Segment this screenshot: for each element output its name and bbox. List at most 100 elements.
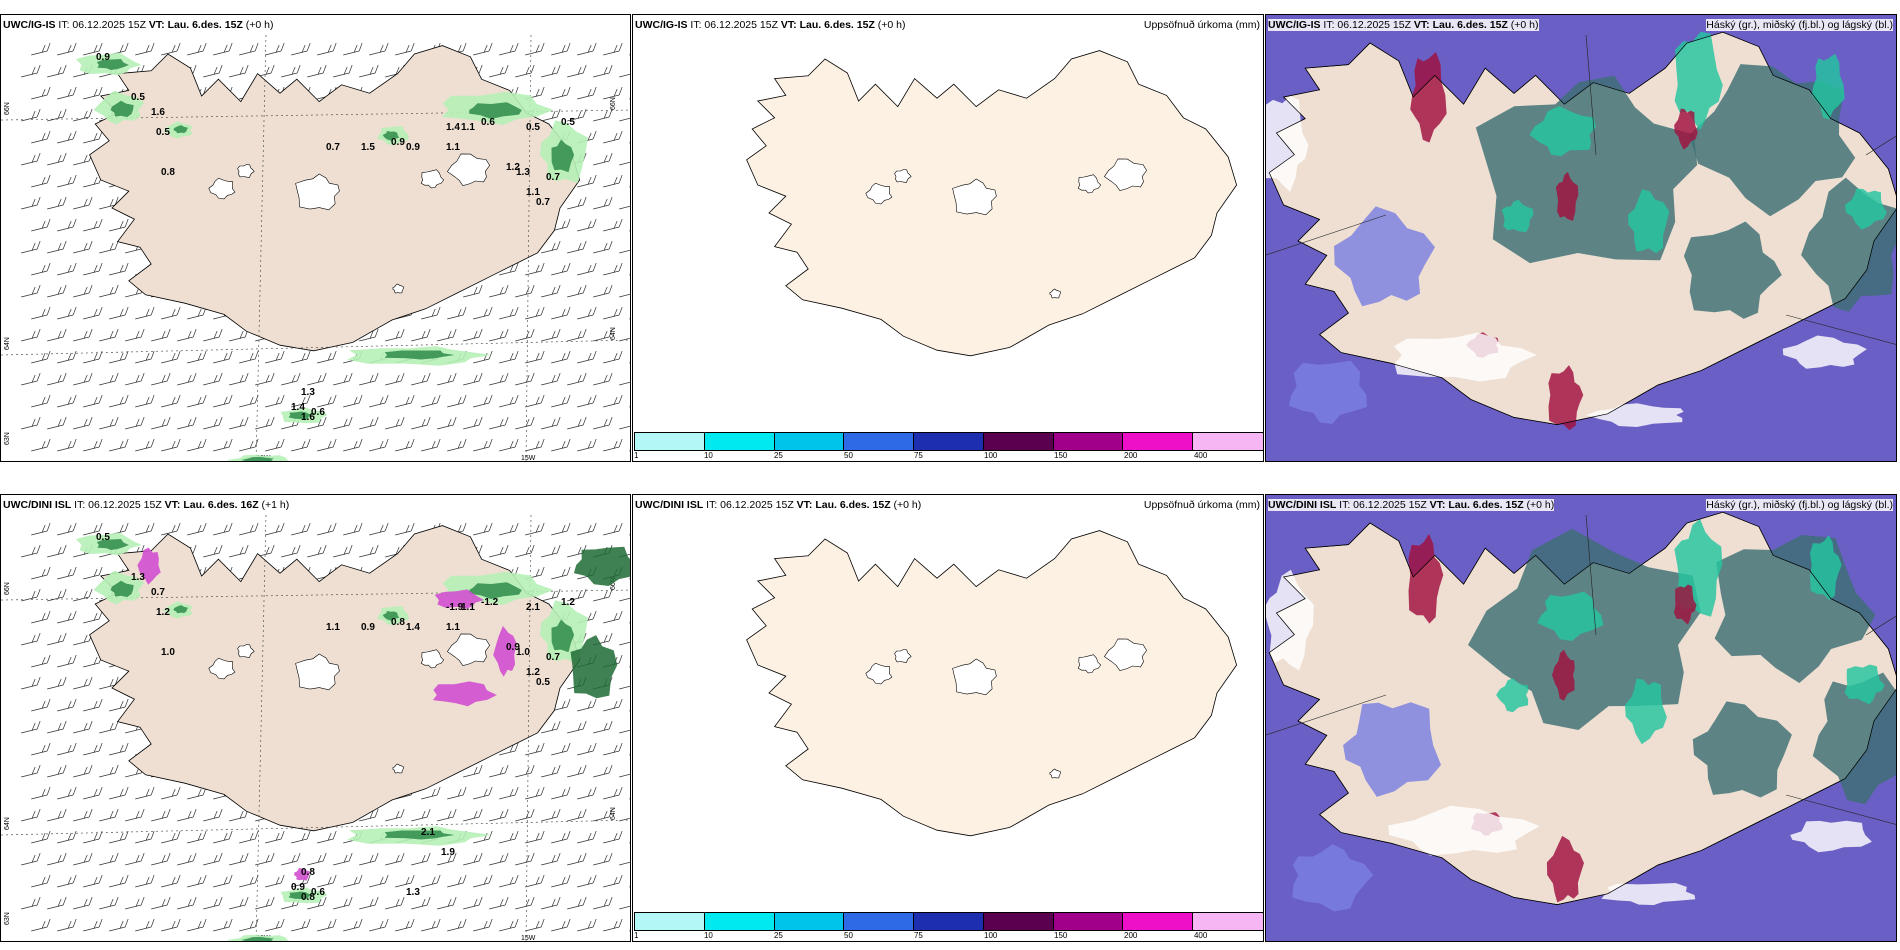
wind-barb bbox=[603, 698, 623, 712]
wind-barb bbox=[57, 306, 77, 320]
boundary-line bbox=[1865, 615, 1896, 636]
colorbar-segment bbox=[704, 913, 775, 930]
wind-barb bbox=[499, 438, 519, 452]
wind-barb bbox=[541, 284, 561, 298]
map-panel-dini-accumulated-precip: UWC/DINI ISL IT: 06.12.2025 15Z VT: Lau.… bbox=[632, 494, 1264, 942]
wind-barb bbox=[567, 720, 587, 734]
wind-barb bbox=[47, 632, 67, 646]
wind-barb bbox=[437, 896, 457, 910]
mid-cloud-area bbox=[1501, 199, 1534, 233]
wind-barb bbox=[551, 350, 571, 364]
wind-barb bbox=[31, 42, 51, 56]
precip-value-label: 1.1 bbox=[326, 622, 340, 633]
high-cloud-area bbox=[1689, 64, 1856, 217]
heavy-precip-area bbox=[288, 891, 313, 899]
map-panel-ig-is-clouds: UWC/IG-IS IT: 06.12.2025 15Z VT: Lau. 6.… bbox=[1265, 14, 1897, 462]
wind-barb bbox=[161, 874, 181, 888]
wind-barb bbox=[525, 786, 545, 800]
precip-value-labels: 0.90.51.60.50.80.7 1.5 0.9 0.9 1.11.4 1.1 0.6 0… bbox=[96, 52, 575, 423]
wind-barb bbox=[83, 394, 103, 408]
wind-barb bbox=[187, 350, 207, 364]
wind-barb bbox=[629, 230, 630, 232]
wind-barb bbox=[73, 588, 93, 602]
wind-barb bbox=[83, 786, 103, 800]
wind-barb bbox=[21, 328, 41, 342]
wind-barb bbox=[603, 830, 623, 844]
wind-barb bbox=[551, 522, 571, 536]
wind-barb bbox=[603, 350, 623, 364]
wind-barb bbox=[577, 438, 597, 452]
wind-barb bbox=[213, 522, 233, 536]
precip-value-label: 1.0 bbox=[161, 647, 175, 658]
glacier-area bbox=[952, 658, 997, 696]
wind-barb bbox=[619, 161, 630, 166]
wind-barb bbox=[577, 262, 597, 276]
mid-cloud-area bbox=[1529, 106, 1596, 157]
wind-barb bbox=[213, 438, 233, 452]
wind-barb bbox=[161, 306, 181, 320]
wind-barb bbox=[291, 394, 311, 408]
precip-value-label: 2.1 bbox=[526, 602, 540, 613]
wind-barb bbox=[187, 42, 207, 56]
wind-barb bbox=[47, 852, 67, 866]
wind-barb bbox=[343, 42, 363, 56]
wind-barb bbox=[265, 830, 285, 844]
wind-barb bbox=[47, 764, 67, 778]
wind-barb bbox=[499, 918, 519, 932]
clear-sky-area bbox=[1790, 820, 1872, 853]
snow-precip-area bbox=[137, 547, 161, 585]
wind-barb bbox=[421, 306, 441, 320]
wind-barb bbox=[73, 808, 93, 822]
wind-barb bbox=[57, 874, 77, 888]
wind-barb bbox=[473, 42, 493, 56]
wind-barb bbox=[411, 808, 431, 822]
wind-barb bbox=[47, 328, 67, 342]
wind-barb bbox=[135, 522, 155, 536]
wind-barb bbox=[567, 196, 587, 210]
wind-barb bbox=[83, 130, 103, 144]
wind-barb bbox=[47, 64, 67, 78]
wind-barb bbox=[99, 328, 119, 342]
boundary-line bbox=[1266, 214, 1387, 256]
wind-barb bbox=[515, 416, 535, 430]
wind-barb bbox=[83, 262, 103, 276]
precip-value-label: 1.4 bbox=[406, 622, 420, 633]
wind-barb bbox=[135, 394, 155, 408]
wind-barb bbox=[151, 372, 171, 386]
wind-barb bbox=[463, 852, 483, 866]
wind-barb bbox=[541, 808, 561, 822]
colorbar-segment bbox=[1123, 913, 1194, 930]
wind-barb bbox=[307, 416, 327, 430]
wind-barb bbox=[125, 328, 145, 342]
heavy-precip-area bbox=[96, 59, 129, 70]
wind-barb bbox=[161, 918, 181, 932]
wind-barb bbox=[619, 425, 630, 430]
wind-barb bbox=[187, 394, 207, 408]
thick-cloud-area bbox=[1546, 835, 1584, 903]
precip-value-label: 0.5 bbox=[561, 117, 575, 128]
wind-barb bbox=[603, 306, 623, 320]
wind-barb bbox=[57, 218, 77, 232]
wind-barb bbox=[577, 830, 597, 844]
mid-cloud-area bbox=[1496, 678, 1529, 713]
wind-barb bbox=[421, 438, 441, 452]
wind-barb bbox=[177, 852, 197, 866]
wind-barb bbox=[281, 372, 301, 386]
map-panel-ig-is-wind-precip: UWC/IG-IS IT: 06.12.2025 15Z VT: Lau. 6.… bbox=[0, 14, 631, 462]
wind-barb bbox=[603, 918, 623, 932]
wind-barb bbox=[47, 152, 67, 166]
wind-barb bbox=[489, 284, 509, 298]
wind-barb bbox=[619, 597, 630, 602]
clear-sky-area bbox=[1266, 95, 1309, 192]
wind-barb bbox=[21, 108, 41, 122]
wind-barb bbox=[499, 786, 519, 800]
wind-barb bbox=[551, 306, 571, 320]
precip-value-label: 0.8 bbox=[301, 892, 315, 903]
wind-barb bbox=[551, 874, 571, 888]
wind-barb bbox=[551, 262, 571, 276]
heavy-precip-area bbox=[96, 539, 129, 550]
wind-barb bbox=[151, 808, 171, 822]
wind-barb bbox=[21, 372, 41, 386]
wind-barb bbox=[343, 438, 363, 452]
latitude-label: 66N bbox=[610, 97, 617, 110]
